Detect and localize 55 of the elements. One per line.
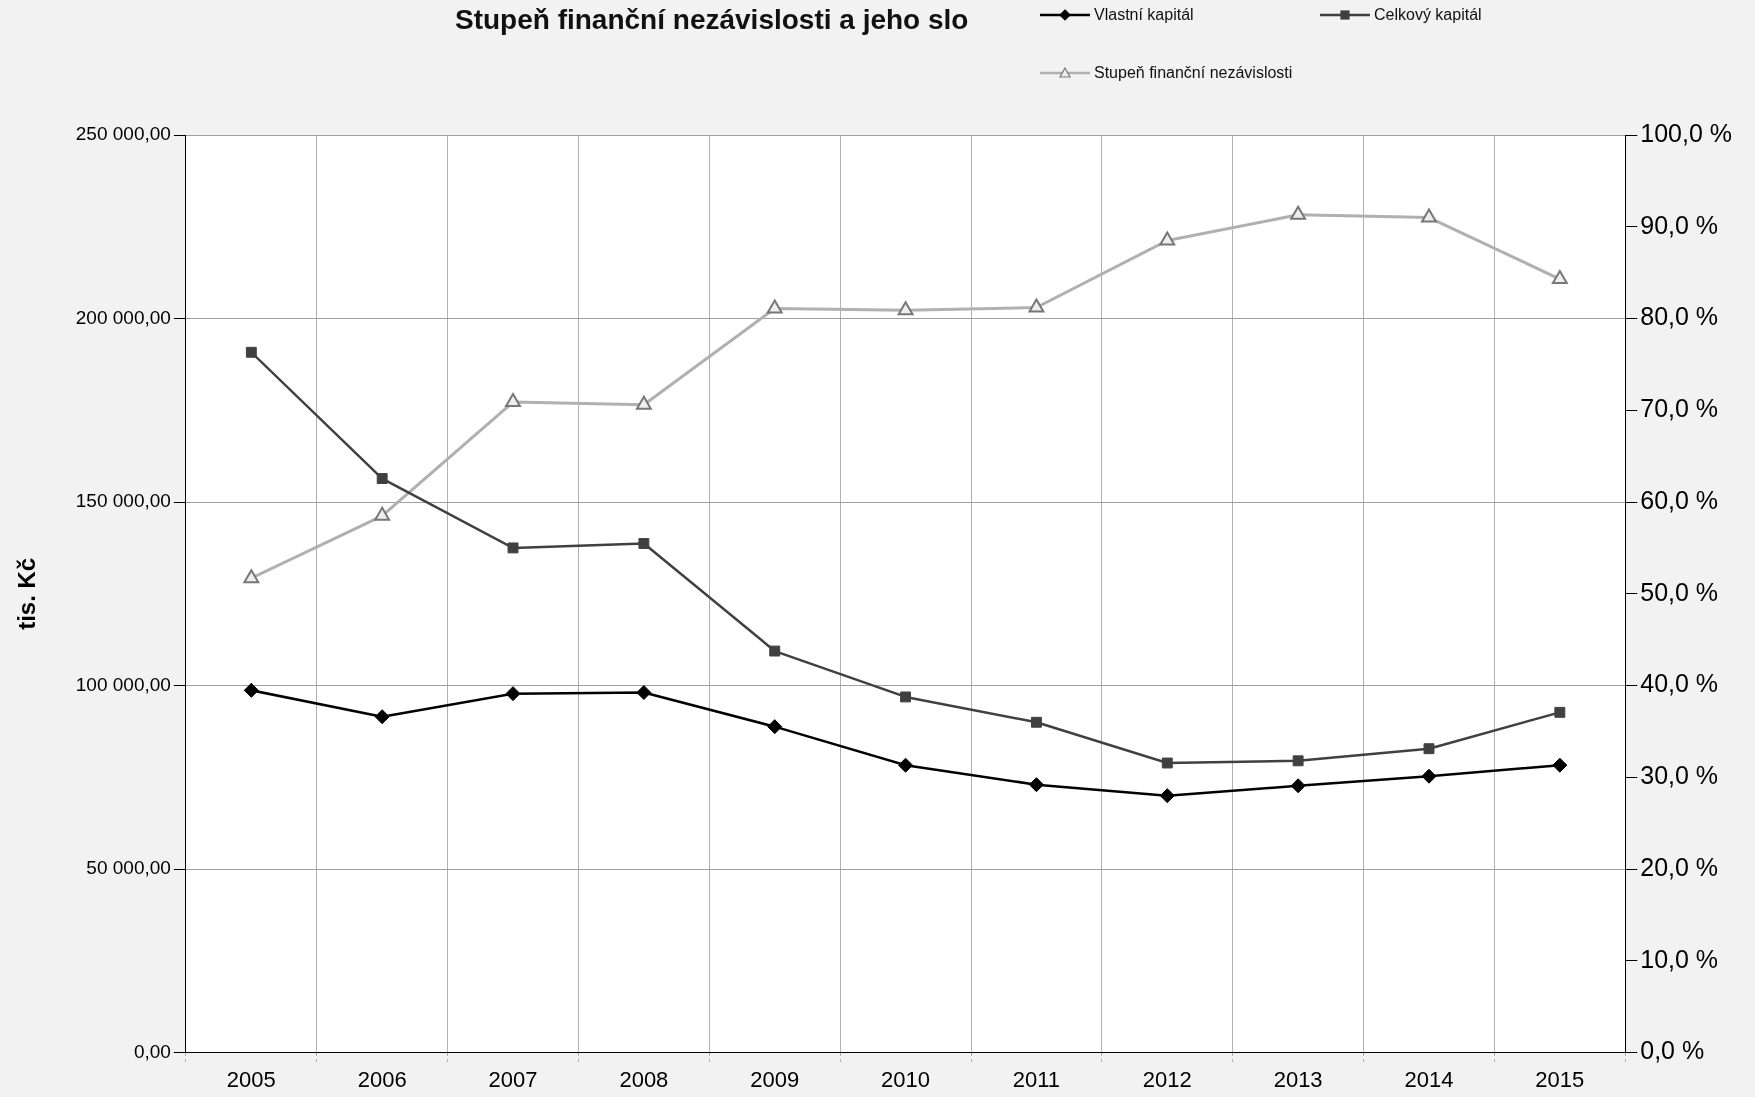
x-tick-label: 2005 [226,1066,276,1092]
point [1290,778,1306,794]
point [636,685,652,701]
point [245,346,257,358]
y2-tick-label: 100,0 % [1640,118,1733,147]
y2-tick-label: 80,0 % [1640,302,1719,331]
point [1028,777,1044,793]
point [1292,755,1304,767]
y-tick-label: 0,00 [133,1040,171,1062]
x-tick-label: 2010 [881,1066,931,1092]
y-tick-label: 50 000,00 [86,857,171,879]
point [1159,788,1175,804]
point [507,542,519,554]
y2-tick-label: 0,0 % [1640,1036,1705,1065]
point [376,473,388,484]
x-tick-label: 2013 [1273,1066,1323,1092]
y-tick-label: 200 000,00 [75,306,171,328]
point [767,719,783,735]
y2-tick-label: 90,0 % [1640,210,1719,239]
point [900,691,912,703]
x-tick-label: 2015 [1535,1066,1585,1092]
x-tick-label: 2008 [619,1066,669,1092]
point [505,686,521,702]
y-axis-title: tis. Kč [13,557,41,630]
point [1030,716,1042,728]
point [1423,743,1435,755]
chart-title: Stupeň finanční nezávislosti a jeho slo [455,4,969,36]
y2-tick-label: 10,0 % [1640,944,1719,973]
x-tick-label: 2006 [357,1066,407,1092]
x-tick-label: 2012 [1142,1066,1192,1092]
y-tick-label: 250 000,00 [75,123,171,145]
point [1421,768,1437,784]
y-tick-label: 100 000,00 [75,673,171,695]
x-tick-label: 2014 [1404,1066,1454,1092]
legend-label: Stupeň finanční nezávislosti [1094,64,1293,82]
point [898,757,914,773]
legend-label: Celkový kapitál [1374,6,1482,24]
y-tick-label: 150 000,00 [75,490,171,512]
y2-tick-label: 40,0 % [1640,669,1719,698]
point [638,538,650,549]
y2-tick-label: 70,0 % [1640,394,1719,423]
legend-label: Vlastní kapitál [1094,6,1194,24]
point [374,709,390,725]
point [1554,706,1566,718]
x-tick-label: 2007 [488,1066,538,1092]
y2-tick-label: 60,0 % [1640,485,1719,514]
y2-tick-label: 30,0 % [1640,761,1719,790]
point [769,645,781,657]
point [243,682,259,698]
point [1161,757,1173,769]
x-tick-label: 2011 [1012,1066,1061,1092]
y2-tick-label: 20,0 % [1640,852,1719,881]
x-tick-label: 2009 [750,1066,800,1092]
point [1552,757,1568,773]
y2-tick-label: 50,0 % [1640,577,1719,606]
